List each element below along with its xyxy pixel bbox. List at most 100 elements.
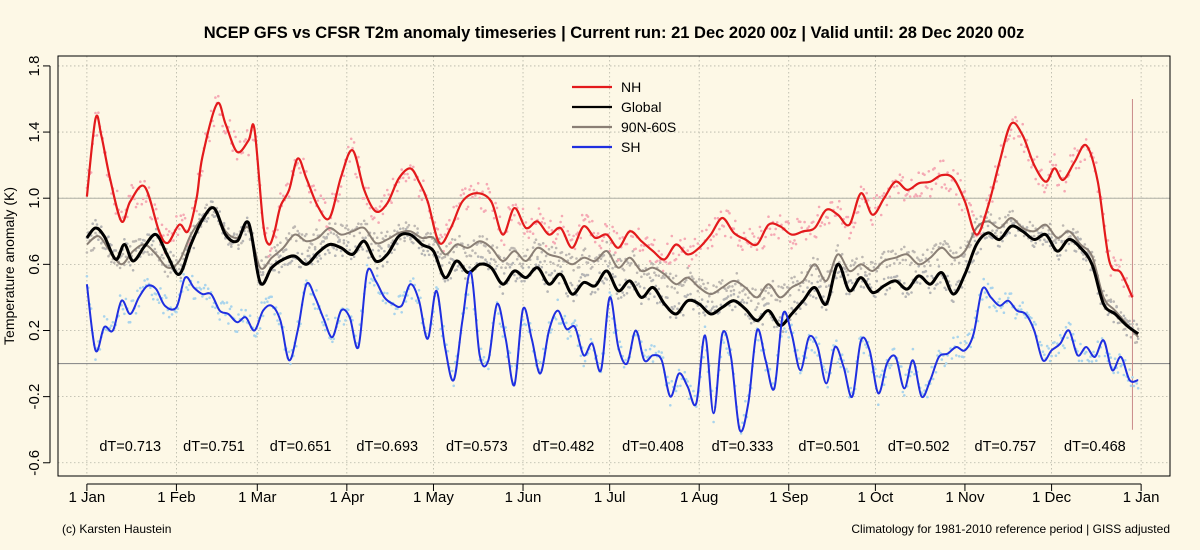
point-SH [760,349,763,352]
point-SH [264,297,268,301]
point-NH [182,213,185,217]
point-NH [871,223,874,226]
point-SH [817,342,821,346]
point-90N-60S [728,285,731,288]
point-NH [448,218,451,222]
x-tick-label: 1 May [413,489,454,506]
point-90N-60S [1119,311,1123,314]
point-Global [952,300,955,304]
point-NH [605,224,609,228]
point-SH [703,325,707,329]
point-NH [144,200,148,203]
point-SH [368,281,372,285]
point-SH [926,395,929,399]
point-90N-60S [513,247,516,250]
point-90N-60S [554,246,558,250]
point-90N-60S [375,236,379,239]
point-90N-60S [274,249,278,252]
point-SH [201,295,204,298]
point-90N-60S [1136,327,1140,331]
point-SH [111,321,115,324]
point-NH [305,170,308,173]
point-NH [669,261,672,264]
point-SH [196,280,200,284]
point-90N-60S [770,294,773,297]
point-Global [557,282,561,285]
point-Global [689,292,692,296]
point-SH [862,351,866,355]
point-Global [904,295,907,299]
point-Global [438,255,441,259]
point-Global [150,243,154,247]
point-SH [968,332,971,336]
point-SH [1092,350,1095,354]
point-SH [1056,342,1059,345]
point-SH [414,299,418,303]
point-NH [583,217,587,221]
point-Global [338,238,341,242]
point-Global [1060,239,1063,243]
point-SH [549,331,552,334]
point-NH [791,242,795,245]
point-NH [916,194,919,198]
point-NH [183,216,187,220]
point-SH [1004,292,1007,295]
point-90N-60S [413,224,417,228]
point-90N-60S [683,280,687,284]
point-Global [579,276,583,279]
point-SH [315,289,318,292]
point-NH [885,203,889,207]
point-NH [939,159,942,163]
point-90N-60S [588,254,591,258]
point-90N-60S [788,294,792,297]
point-90N-60S [178,267,181,271]
point-90N-60S [536,255,539,259]
point-90N-60S [901,258,905,262]
point-NH [175,215,178,218]
point-SH [208,296,211,300]
point-NH [378,205,382,208]
point-90N-60S [853,261,857,264]
point-90N-60S [846,273,850,277]
point-90N-60S [676,291,679,294]
point-Global [810,281,814,285]
point-Global [205,220,208,223]
point-NH [479,207,483,210]
point-Global [827,284,831,287]
point-Global [211,200,214,204]
point-90N-60S [92,246,96,250]
point-SH [1018,304,1022,308]
point-SH [836,361,840,364]
point-90N-60S [653,271,656,275]
point-SH [501,335,505,338]
point-Global [114,249,118,252]
point-90N-60S [342,241,346,245]
point-90N-60S [604,259,607,263]
point-90N-60S [755,306,759,309]
y-tick-label: 0.6 [26,254,43,275]
point-SH [452,384,456,388]
point-Global [348,248,352,252]
point-SH [952,336,955,340]
point-Global [244,233,247,236]
point-NH [926,186,929,190]
point-NH [875,194,879,197]
point-SH [157,301,161,305]
point-SH [996,301,1000,304]
point-SH [783,327,786,330]
point-NH [1057,183,1061,187]
point-Global [939,281,942,284]
point-Global [998,245,1001,248]
point-Global [767,302,770,305]
point-NH [221,124,224,128]
point-SH [237,313,240,316]
point-SH [1057,351,1061,355]
point-NH [139,180,142,183]
point-Global [638,285,642,288]
point-NH [969,203,972,207]
point-SH [757,339,760,342]
point-SH [396,307,399,311]
point-NH [591,219,594,223]
point-Global [788,318,792,322]
point-NH [814,235,818,239]
